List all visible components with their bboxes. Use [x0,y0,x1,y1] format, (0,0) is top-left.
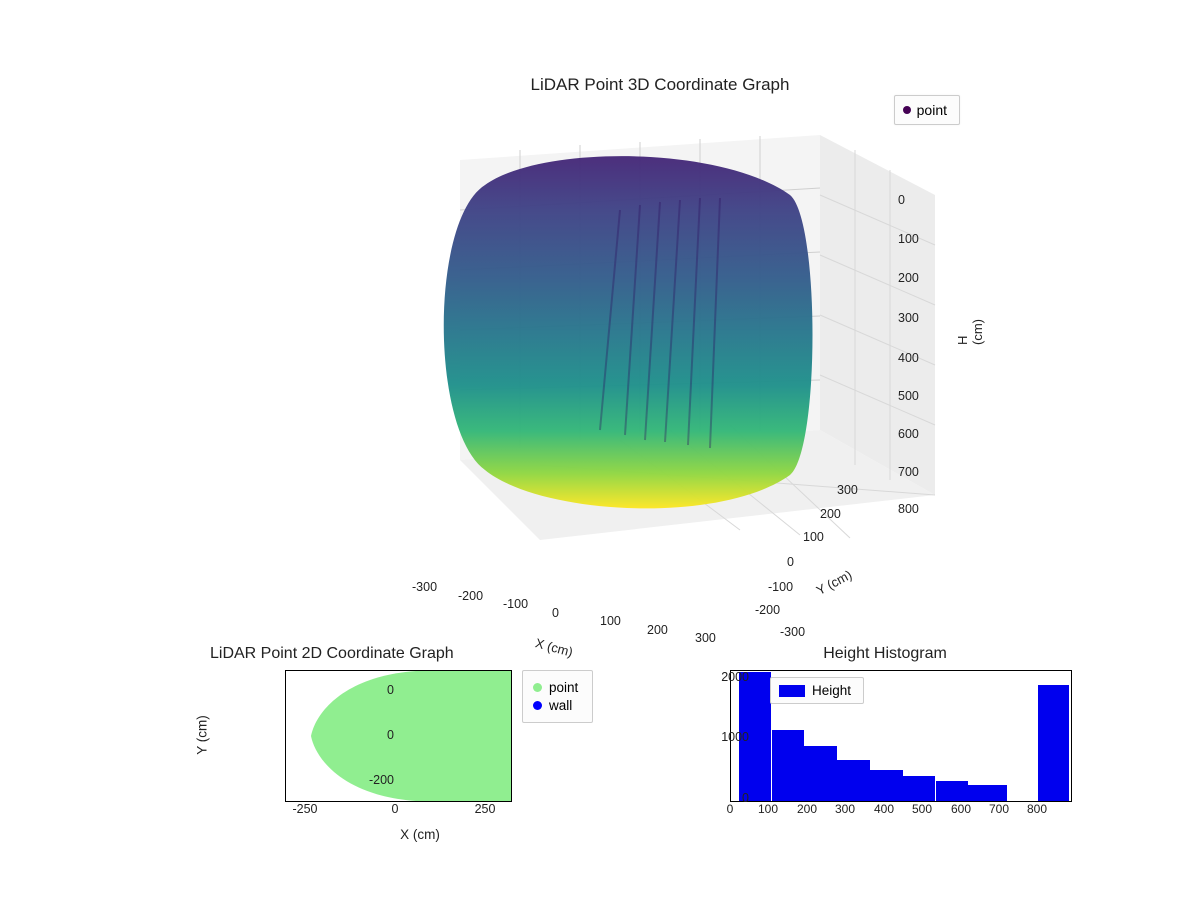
panel2d-xlabel: X (cm) [400,827,440,842]
panel-2d-scatter: LiDAR Point 2D Coordinate Graph 0 0 -200… [210,645,630,845]
hist-bar-9[interactable] [1038,685,1069,802]
y-tick-2: -100 [768,580,793,594]
panel-hist-ytick-1000: 1000 [721,730,749,744]
z-tick-6: 600 [898,427,919,441]
legend-height-text: Height [812,683,851,698]
scene3d-svg [390,130,950,600]
panel-hist-ytick-2000: 2000 [721,670,749,684]
legend-wall-text: wall [549,698,572,713]
panel-hist-title: Height Histogram [675,645,1095,663]
y-tick-5: 200 [820,507,841,521]
hist-bar-1[interactable] [772,730,805,801]
hist-bar-8[interactable] [1001,785,1007,801]
hist-bar-7[interactable] [968,785,1001,801]
panel-hist-xtick-300: 300 [835,802,855,816]
y-tick-4: 100 [803,530,824,544]
legend-point-dot [533,683,542,692]
panel2d-ylabel: Y (cm) [194,715,209,755]
legend-height-swatch [779,685,805,697]
x-tick-5: 200 [647,623,668,637]
panel-3d-scatter: LiDAR Point 3D Coordinate Graph point [350,75,970,630]
panel-2d-plot-area[interactable] [285,670,512,802]
legend-wall-dot [533,701,542,710]
z-tick-4: 400 [898,351,919,365]
z-tick-7: 700 [898,465,919,479]
panel-3d-title: LiDAR Point 3D Coordinate Graph [350,75,970,95]
z-tick-1: 100 [898,232,919,246]
panel-3d-legend[interactable]: point [894,95,960,125]
panel2d-xtick-neg250: -250 [292,802,317,816]
panel2d-ytick-0: 0 [387,728,394,742]
panel-histogram: Height Histogram 2000 1000 0 0 100 200 3… [675,645,1095,845]
z-tick-3: 300 [898,311,919,325]
x-tick-2: -100 [503,597,528,611]
legend-point-swatch [903,106,911,114]
panel-hist-xtick-800: 800 [1027,802,1047,816]
panel-2d-svg [286,671,511,801]
panel-hist-xtick-500: 500 [912,802,932,816]
panel-hist-xtick-0: 0 [727,802,734,816]
x-tick-4: 100 [600,614,621,628]
panel-hist-xtick-400: 400 [874,802,894,816]
y-tick-1: -200 [755,603,780,617]
panel-hist-xtick-200: 200 [797,802,817,816]
panel-hist-xtick-100: 100 [758,802,778,816]
legend-point-text: point [549,680,578,695]
y-tick-6: 300 [837,483,858,497]
x-tick-1: -200 [458,589,483,603]
z-tick-2: 200 [898,271,919,285]
z-tick-0: 0 [898,193,905,207]
panel-hist-ytick-0: 0 [742,791,749,805]
hist-bar-4[interactable] [870,770,903,801]
panel-hist-xtick-700: 700 [989,802,1009,816]
legend-point-label: point [917,102,947,118]
hist-bar-5[interactable] [903,776,936,801]
y-tick-0: -300 [780,625,805,639]
x-tick-6: 300 [695,631,716,645]
panel2d-legend[interactable]: point wall [522,670,593,723]
panel-hist-legend[interactable]: Height [770,677,864,704]
z-axis-label: H (cm) [955,319,985,345]
x-tick-0: -300 [412,580,437,594]
scene3d-container[interactable] [390,130,950,600]
panel2d-xtick-0: 0 [392,802,399,816]
y-tick-3: 0 [787,555,794,569]
x-tick-3: 0 [552,606,559,620]
panel-hist-xtick-600: 600 [951,802,971,816]
panel-2d-title: LiDAR Point 2D Coordinate Graph [210,645,630,663]
z-tick-5: 500 [898,389,919,403]
hist-bar-2[interactable] [804,746,837,801]
hist-bar-3[interactable] [837,760,870,801]
panel2d-ytick-200: 0 [387,683,394,697]
panel2d-xtick-250: 250 [475,802,496,816]
panel2d-ytick-neg200: -200 [369,773,394,787]
hist-bar-6[interactable] [936,781,969,801]
z-tick-8: 800 [898,502,919,516]
